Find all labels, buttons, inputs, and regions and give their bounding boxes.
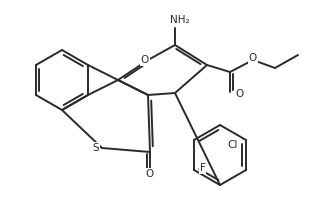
Text: F: F	[200, 163, 206, 173]
Text: O: O	[249, 53, 257, 63]
Text: NH₂: NH₂	[170, 15, 190, 25]
Text: Cl: Cl	[228, 140, 238, 150]
Text: O: O	[141, 55, 149, 65]
Text: S: S	[93, 143, 99, 153]
Text: O: O	[146, 169, 154, 179]
Text: O: O	[235, 89, 243, 99]
